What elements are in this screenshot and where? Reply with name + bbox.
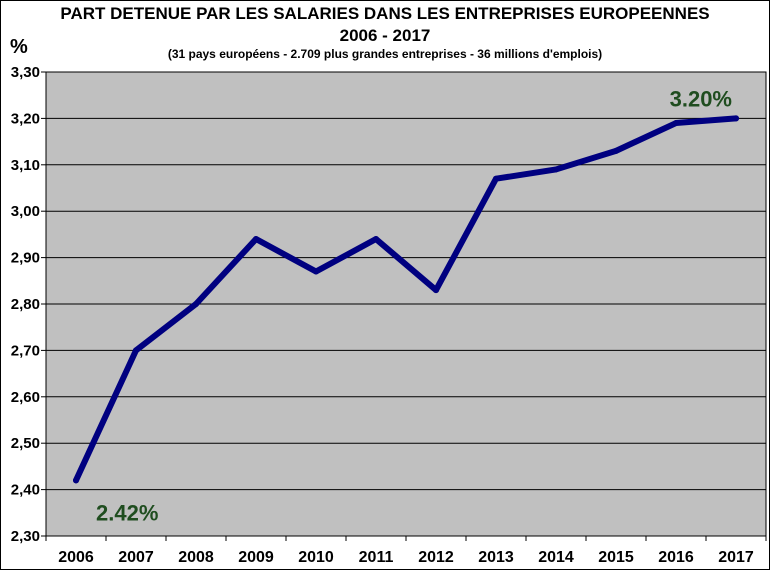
x-tick-label: 2006 [58, 549, 94, 566]
x-tick-label: 2010 [298, 549, 334, 566]
y-tick-label: 2,30 [11, 528, 40, 545]
series-line [73, 115, 739, 484]
x-tick-label: 2008 [178, 549, 214, 566]
y-tick-label: 2,60 [11, 389, 40, 406]
data-point [373, 236, 379, 243]
y-tick-label: 3,30 [11, 64, 40, 81]
x-tick-label: 2017 [718, 549, 754, 566]
x-tick-label: 2016 [658, 549, 694, 566]
data-point [493, 175, 499, 182]
y-tick-label: 3,20 [11, 110, 40, 127]
data-annotation: 3.20% [670, 86, 732, 111]
chart-title: PART DETENUE PAR LES SALARIES DANS LES E… [60, 4, 710, 23]
data-point [133, 347, 139, 354]
y-tick-label: 3,10 [11, 157, 40, 174]
data-point [733, 115, 739, 122]
data-point [433, 287, 439, 294]
data-point [613, 147, 619, 154]
x-tick-label: 2007 [118, 549, 154, 566]
data-point [313, 268, 319, 275]
x-tick-label: 2012 [418, 549, 454, 566]
x-tick-label: 2013 [478, 549, 514, 566]
x-tick-label: 2014 [538, 549, 574, 566]
data-annotation: 2.42% [96, 500, 158, 525]
y-tick-label: 3,00 [11, 203, 40, 220]
y-tick-label: 2,80 [11, 296, 40, 313]
y-tick-label: 2,70 [11, 342, 40, 359]
y-tick-label: 2,50 [11, 435, 40, 452]
data-point [193, 301, 199, 307]
data-point [253, 236, 259, 243]
chart-subtitle: 2006 - 2017 [339, 26, 431, 45]
chart-note: (31 pays européens - 2.709 plus grandes … [167, 47, 603, 61]
y-tick-label: 2,40 [11, 482, 40, 499]
x-tick-label: 2011 [359, 549, 394, 566]
data-point [73, 477, 79, 484]
data-point [673, 120, 679, 127]
y-tick-label: 2,90 [11, 250, 40, 267]
x-tick-label: 2009 [238, 549, 274, 566]
y-axis-label: % [10, 36, 28, 58]
data-point [553, 166, 559, 173]
x-tick-label: 2015 [598, 549, 634, 566]
